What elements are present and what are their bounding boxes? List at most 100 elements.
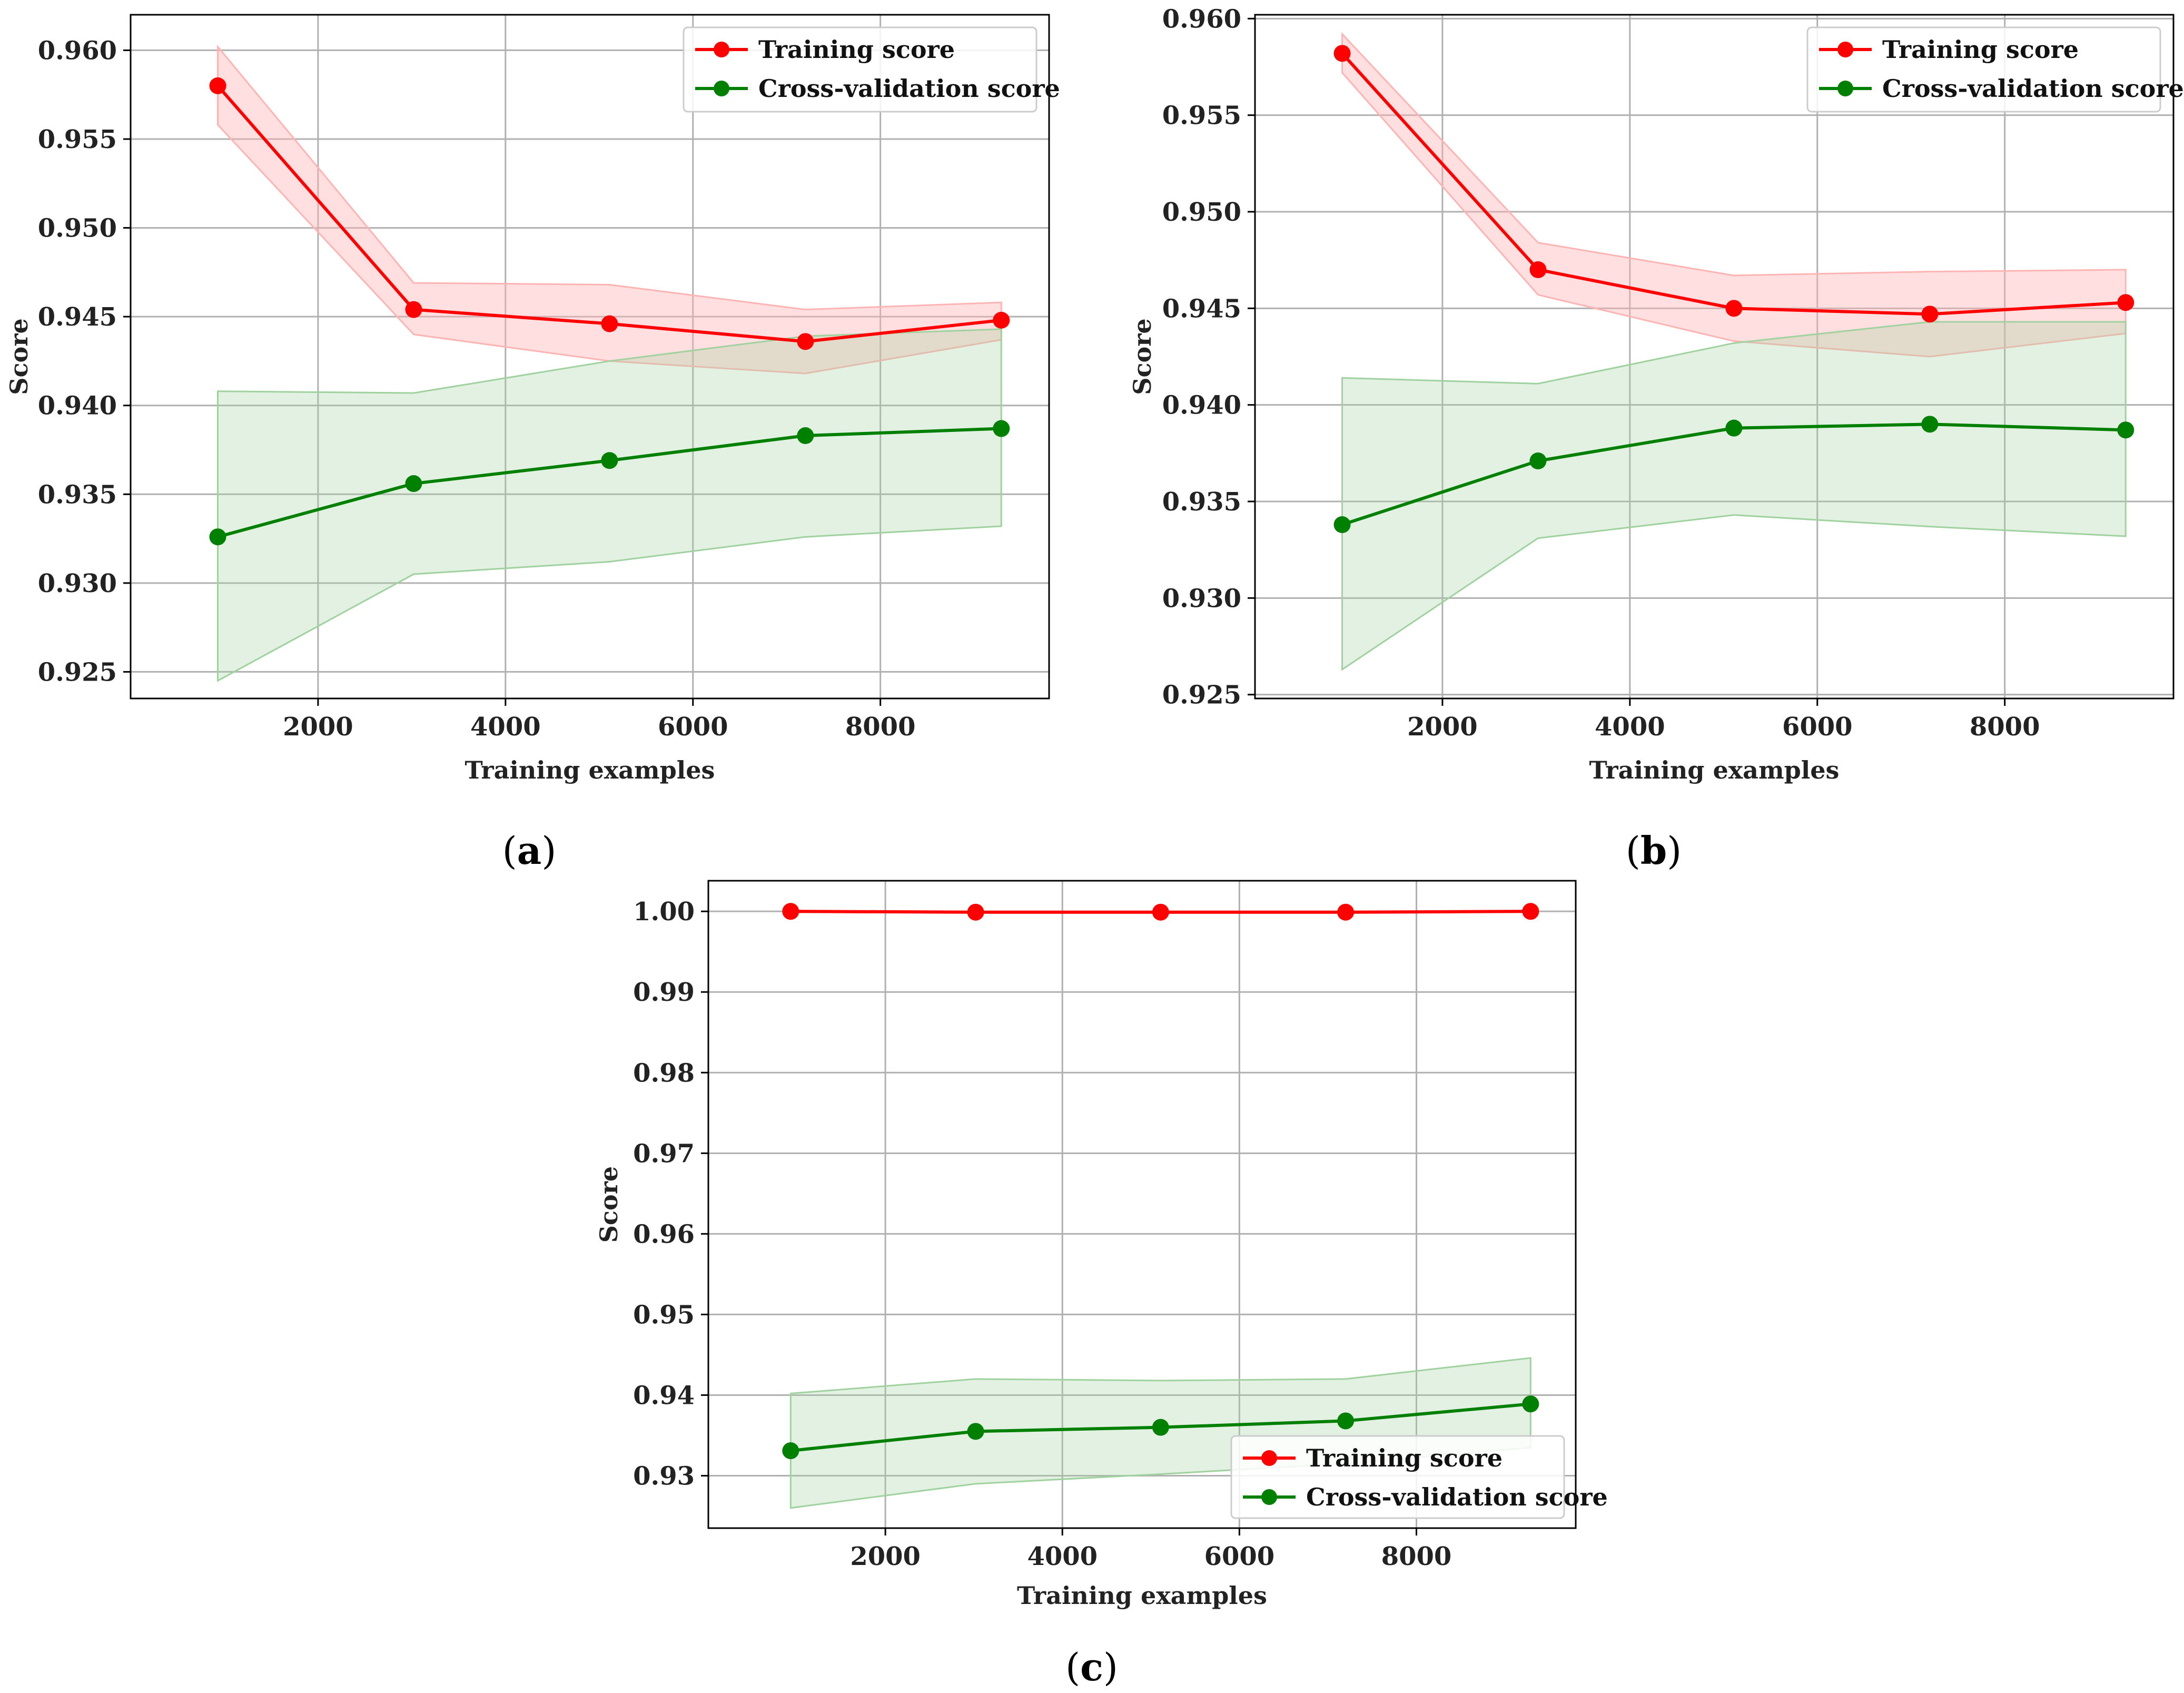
y-tick-label: 0.98 [633, 1058, 695, 1088]
y-tick-label: 0.93 [633, 1462, 695, 1491]
training-score-point [1522, 903, 1539, 920]
cv-score-point [601, 452, 618, 469]
y-axis-label: Score [5, 318, 33, 395]
x-axis-label: Training examples [465, 756, 715, 784]
x-tick-label: 8000 [1381, 1542, 1452, 1571]
cv-score-point [1921, 416, 1939, 433]
cv-score-point [782, 1442, 799, 1460]
y-tick-label: 0.960 [1162, 4, 1241, 34]
x-tick-label: 8000 [845, 712, 916, 742]
y-tick-label: 0.930 [1162, 584, 1241, 613]
y-tick-label: 0.955 [1162, 101, 1241, 131]
y-tick-label: 0.94 [633, 1381, 695, 1410]
x-tick-label: 2000 [850, 1542, 921, 1571]
y-tick-label: 0.95 [633, 1300, 695, 1330]
y-tick-label: 0.950 [38, 214, 117, 243]
x-tick-label: 4000 [470, 712, 541, 742]
y-tick-label: 1.00 [633, 897, 695, 927]
x-tick-label: 6000 [1782, 712, 1853, 742]
x-tick-label: 6000 [658, 712, 728, 742]
cv-score-point [2117, 421, 2134, 439]
training-score-point [797, 333, 814, 350]
chart-panel-a: 2000 4000 6000 8000 0.925 0.930 0.935 0.940 0.94… [5, 14, 1060, 873]
y-tick-label: 0.99 [633, 978, 695, 1007]
y-tick-label: 0.925 [38, 657, 117, 687]
y-tick-label: 0.960 [38, 36, 117, 65]
y-tick-label: 0.950 [1162, 198, 1241, 227]
training-score-point [782, 903, 799, 920]
legend-box [683, 26, 1037, 113]
y-tick-label: 0.935 [38, 480, 117, 509]
x-tick-label: 6000 [1204, 1542, 1275, 1571]
cv-score-point [1725, 419, 1743, 437]
training-score-point [1725, 300, 1743, 317]
cv-score-point [209, 528, 226, 546]
axes-frame [130, 14, 1050, 700]
axes-frame [1254, 14, 2175, 700]
legend: Training score Cross-validation score [1806, 26, 2184, 113]
cv-score-point [1333, 516, 1351, 533]
y-tick-label: 0.955 [38, 125, 117, 154]
y-tick-label: 0.96 [633, 1219, 695, 1249]
cv-confidence-band [217, 328, 1002, 682]
legend-label: Cross-validation score [758, 74, 1060, 103]
legend-label: Cross-validation score [1306, 1483, 1608, 1511]
x-tick-label: 8000 [1970, 712, 2040, 742]
x-tick-label: 2000 [1407, 712, 1478, 742]
panel-caption: (c) [1065, 1645, 1118, 1689]
cv-score-point [967, 1423, 984, 1440]
chart-panel-c: 2000 4000 6000 8000 0.93 0.94 0.95 0.96 0.97 0.98… [595, 880, 1608, 1689]
cv-score-point [405, 475, 422, 493]
legend-label: Training score [1306, 1444, 1503, 1472]
training-score-point [601, 315, 618, 332]
x-axis-label: Training examples [1017, 1581, 1267, 1610]
cv-score-point [1529, 452, 1547, 469]
training-score-point [1921, 306, 1939, 323]
cv-score-point [797, 427, 814, 445]
legend-marker [1261, 1450, 1277, 1466]
training-score-point [993, 311, 1010, 329]
training-score-point [1337, 903, 1355, 921]
y-tick-label: 0.930 [38, 569, 117, 598]
legend: Training score Cross-validation score [683, 26, 1060, 113]
cv-score-point [1337, 1412, 1355, 1430]
y-tick-label: 0.935 [1162, 487, 1241, 517]
y-tick-label: 0.925 [1162, 681, 1241, 710]
training-score-point [2117, 294, 2134, 311]
panel-caption: (a) [502, 828, 557, 873]
training-score-point [1529, 261, 1547, 278]
legend-label: Training score [1882, 35, 2079, 64]
legend-label: Training score [758, 35, 955, 64]
y-tick-label: 0.945 [1162, 294, 1241, 323]
cv-confidence-band [1341, 321, 2127, 671]
training-score-point [967, 903, 984, 921]
y-tick-label: 0.940 [1162, 391, 1241, 420]
legend-marker [1261, 1489, 1277, 1505]
cv-score-point [993, 420, 1010, 437]
y-axis-label: Score [595, 1166, 623, 1243]
training-score-point [405, 301, 422, 318]
y-tick-label: 0.97 [633, 1139, 695, 1168]
y-tick-label: 0.945 [38, 302, 117, 332]
training-score-point [1333, 45, 1351, 62]
x-tick-label: 4000 [1595, 712, 1665, 742]
legend-marker [1837, 81, 1853, 96]
cv-score-point [1152, 1419, 1169, 1436]
chart-panel-b: 2000 4000 6000 8000 0.925 0.930 0.935 0.940 0.94… [1128, 4, 2184, 873]
training-score-point [209, 77, 226, 94]
legend-marker [714, 42, 729, 57]
x-tick-label: 2000 [283, 712, 353, 742]
legend: Training score Cross-validation score [1230, 1435, 1608, 1519]
legend-box [1806, 26, 2161, 113]
legend-marker [714, 81, 729, 96]
axes-frame [707, 880, 1577, 1529]
x-tick-label: 4000 [1027, 1542, 1098, 1571]
panel-caption: (b) [1626, 828, 1682, 873]
legend-box [1230, 1435, 1565, 1519]
training-score-point [1152, 903, 1169, 921]
y-tick-label: 0.940 [38, 391, 117, 421]
cv-score-point [1522, 1395, 1539, 1413]
x-axis-label: Training examples [1589, 756, 1840, 784]
y-axis-label: Score [1128, 318, 1157, 395]
